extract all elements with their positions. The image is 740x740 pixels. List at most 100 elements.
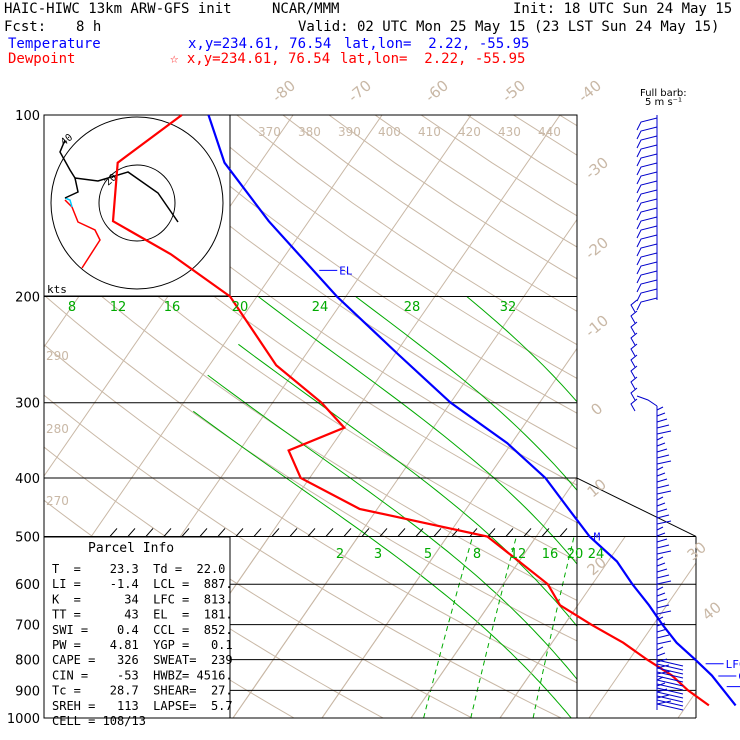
pressure-tick-label: 600	[15, 578, 40, 593]
wind-barb	[636, 144, 658, 158]
wind-barb	[656, 532, 666, 537]
moist-adiabat-line	[466, 296, 577, 403]
isotherm-line	[44, 115, 383, 606]
hatch-mark	[343, 528, 352, 537]
hatch-mark	[289, 528, 298, 537]
wind-barb	[656, 562, 666, 567]
annotation-label: M	[594, 530, 601, 543]
isotherm-line	[499, 537, 626, 719]
pressure-tick-label: 700	[15, 619, 40, 634]
hatch-mark	[379, 528, 388, 537]
wind-barb	[656, 634, 670, 639]
wind-barb	[630, 321, 638, 335]
wind-barb	[656, 592, 666, 597]
wind-barb	[656, 622, 666, 627]
hodograph-ring	[50, 116, 224, 290]
wind-barb	[656, 418, 668, 423]
mixing-ratio-label: 12	[510, 547, 527, 562]
wind-barb	[656, 658, 668, 663]
wind-barb	[656, 703, 684, 711]
mixing-ratio-line	[532, 536, 575, 719]
dewpoint-xy: ☆ x,y=234.61, 76.54	[170, 51, 331, 67]
parcel-info-row: CIN = -53 HWBZ= 4516.	[52, 668, 233, 682]
temperature-xy: x,y=234.61, 76.54	[188, 36, 332, 52]
profile-series: ELMLFCCCLLCL	[111, 114, 740, 707]
parcel-info-frame	[43, 536, 231, 719]
isotherm-label: -40	[575, 76, 605, 106]
wind-barb	[656, 574, 670, 579]
mixing-ratio-label: 8	[473, 547, 481, 562]
wind-barb	[636, 234, 658, 248]
hatch-mark	[523, 528, 532, 537]
hatch-mark	[325, 528, 334, 537]
parcel-info-row: CAPE = 326 SWEAT= 239	[52, 653, 233, 667]
wind-barb	[656, 412, 666, 417]
pressure-tick-label: 200	[15, 291, 40, 306]
valid-time: Valid: 02 UTC Mon 25 May 15 (23 LST Sun …	[298, 19, 720, 35]
isotherm-label: 10	[584, 475, 610, 501]
hodograph-trace	[59, 139, 76, 179]
annotation-label: EL	[339, 264, 353, 277]
moist-adiabat-line	[257, 296, 577, 565]
wind-barb	[656, 544, 670, 549]
wind-barb	[656, 699, 684, 707]
wind-barb	[630, 398, 638, 412]
wind-barb	[656, 436, 664, 441]
mixing-ratio-label: 2	[336, 547, 344, 562]
isotherm-label: -50	[499, 76, 529, 106]
dry-adiabat-line	[98, 115, 577, 450]
isotherm-label: -60	[422, 76, 452, 106]
dry-adiabat-line	[190, 115, 577, 380]
mixing-ratio-label: 16	[542, 547, 559, 562]
wind-barb	[636, 117, 658, 131]
dry-adiabat-line	[44, 343, 577, 684]
moist-adiabat-line	[207, 374, 577, 681]
hatch-mark	[253, 528, 262, 537]
moist-adiabat-label: 12	[110, 300, 127, 315]
isotherm-label: 40	[699, 598, 725, 624]
wind-barb	[656, 610, 672, 615]
theta-label: 280	[46, 422, 69, 436]
wind-legend-unit: 5 m s⁻¹	[645, 97, 682, 108]
parcel-info-row: TT = 43 EL = 181.	[52, 608, 233, 622]
hatch-mark	[307, 528, 316, 537]
parcel-info-row: T = 23.3 Td = 22.0	[52, 562, 225, 576]
dewpoint-legend: Dewpoint	[8, 51, 76, 67]
wind-barb	[656, 514, 670, 519]
hatch-mark	[181, 528, 190, 537]
hatch-mark	[127, 528, 136, 537]
mixing-ratio-lines	[423, 536, 575, 719]
hatch-mark	[433, 528, 442, 537]
wind-barb	[656, 683, 684, 691]
init-time: Init: 18 UTC Sun 24 May 15	[513, 1, 733, 17]
parcel-info-row: PW = 4.81 YGP = 0.1	[52, 638, 233, 652]
parcel-info-row: Tc = 28.7 SHEAR= 27.	[52, 684, 233, 698]
theta-label: 370	[258, 125, 281, 139]
dry-adiabat-line	[44, 294, 577, 642]
pressure-tick-label: 500	[15, 530, 40, 545]
fcst-value: 8 h	[76, 19, 102, 35]
isotherm-label: -30	[582, 153, 612, 183]
hatch-mark	[217, 528, 226, 537]
moist-adiabat-lines	[193, 296, 577, 719]
wind-barb	[630, 354, 638, 368]
isotherm-line	[321, 537, 448, 719]
mixing-ratio-label: 20	[567, 547, 584, 562]
wind-barb	[630, 365, 638, 379]
isotherm-line	[410, 476, 577, 719]
wind-barb	[656, 671, 684, 679]
dry-adiabat-line	[44, 394, 562, 719]
wind-barb	[656, 496, 664, 501]
mixing-ratio-label: 5	[424, 547, 432, 562]
isotherm-line	[232, 537, 359, 719]
parcel-info-title: Parcel Info	[88, 541, 174, 556]
pressure-tick-label: 800	[15, 654, 40, 669]
wind-barb	[656, 670, 672, 675]
wind-barb	[656, 659, 684, 667]
wind-barb	[656, 679, 684, 687]
dry-adiabat-line	[52, 115, 577, 486]
moist-adiabat-label: 16	[164, 300, 181, 315]
hatch-mark	[199, 528, 208, 537]
